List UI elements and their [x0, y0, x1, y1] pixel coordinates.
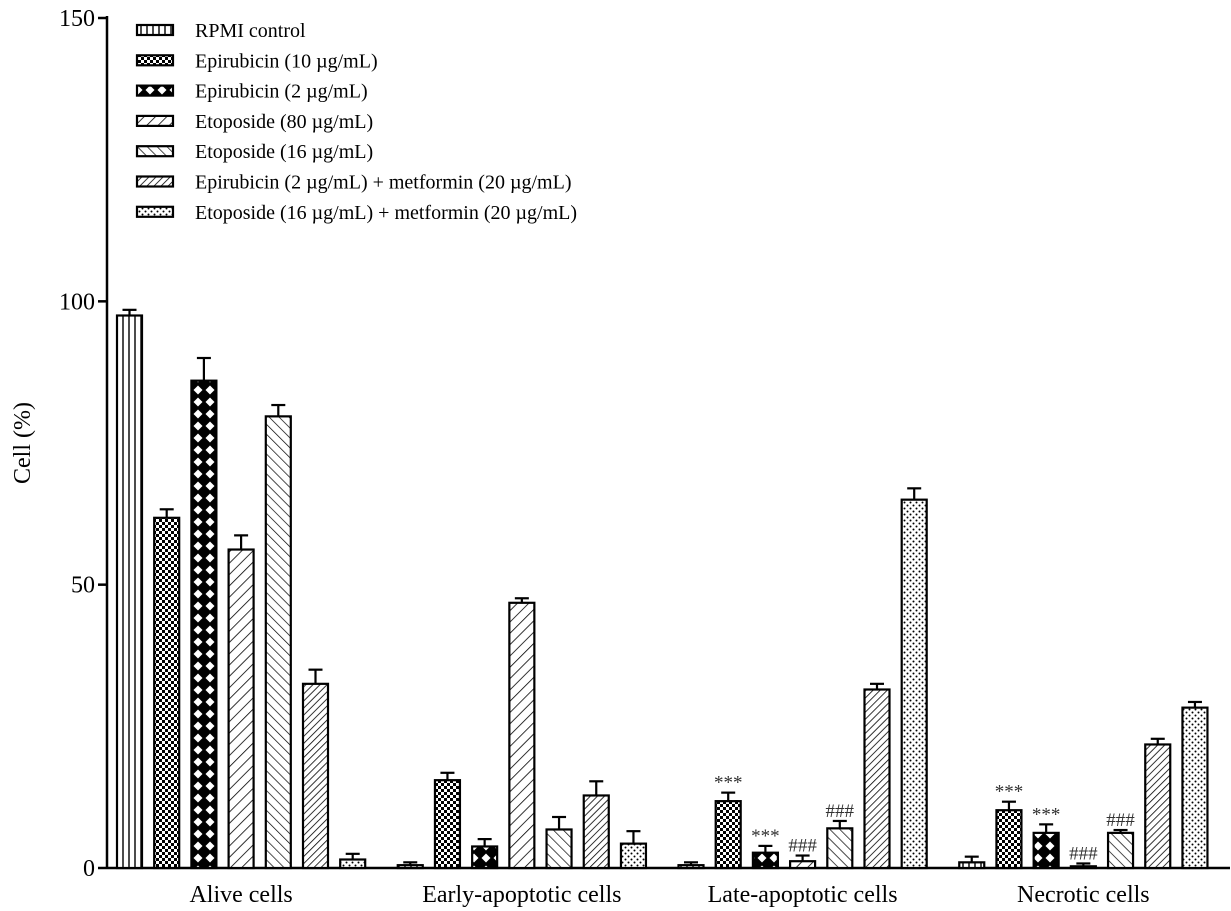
bar: [826, 827, 854, 870]
bar: [1106, 831, 1135, 870]
legend-label: Etoposide (16 µg/mL): [195, 141, 373, 163]
x-category-label: Early-apoptotic cells: [422, 882, 621, 908]
bar: [751, 851, 780, 870]
bar: [1069, 865, 1097, 870]
legend-swatch: [135, 54, 175, 67]
y-axis-title: Cell (%): [10, 402, 36, 484]
legend-label: Epirubicin (10 µg/mL): [195, 50, 378, 72]
bar: [619, 842, 648, 870]
bar: [508, 601, 536, 870]
legend: RPMI control Epirubicin (10 µg/mL) Epirubi…: [135, 20, 577, 224]
legend-label: RPMI control: [195, 20, 306, 42]
bar: [153, 516, 181, 870]
y-tick-label: 100: [59, 289, 95, 315]
y-tick-label: 50: [71, 573, 95, 599]
legend-label: Etoposide (16 µg/mL) + metformin (20 µg/…: [195, 202, 577, 224]
x-category-label: Alive cells: [189, 882, 292, 908]
bar: [958, 861, 986, 870]
significance-label: ***: [751, 826, 780, 847]
bar: [900, 498, 928, 870]
x-category-label: Late-apoptotic cells: [708, 882, 898, 908]
bar: [677, 864, 705, 870]
legend-swatch: [135, 114, 175, 128]
bar: [1032, 831, 1060, 870]
significance-label: ***: [714, 773, 743, 794]
bar: [264, 415, 292, 870]
legend-swatch: [135, 145, 175, 158]
legend-label: Epirubicin (2 µg/mL): [195, 81, 368, 103]
significance-label: ***: [1032, 804, 1061, 825]
legend-swatch: [135, 205, 175, 218]
bar: [788, 860, 817, 870]
legend-swatch: [135, 175, 175, 188]
bar: [339, 858, 367, 870]
bars: *** *** ### ### *** *** ### ###: [115, 308, 1209, 870]
bar: [1144, 743, 1172, 870]
axes: 0 50 100 150 Alive cells Early-apoptotic cell…: [59, 6, 1230, 908]
legend-swatch: [135, 84, 175, 97]
bar: [471, 845, 499, 870]
bar: [714, 800, 742, 870]
bar: [301, 682, 330, 870]
significance-label: ###: [826, 801, 855, 822]
bar: [1181, 706, 1209, 870]
legend-swatch: [135, 23, 175, 37]
significance-label: ***: [995, 782, 1024, 803]
bar: [995, 809, 1023, 870]
legend-label: Etoposide (80 µg/mL): [195, 111, 373, 133]
legend-label: Epirubicin (2 µg/mL) + metformin (20 µg/…: [195, 172, 571, 194]
bar: [433, 779, 462, 870]
y-tick-label: 150: [59, 6, 95, 32]
y-tick-label: 0: [83, 856, 95, 882]
significance-label: ###: [788, 836, 817, 857]
bar: [582, 794, 610, 870]
significance-label: ###: [1069, 843, 1098, 864]
x-category-label: Necrotic cells: [1017, 882, 1150, 908]
bar: [863, 688, 891, 870]
bar: [396, 864, 424, 870]
bar: [190, 379, 218, 870]
bar: [227, 548, 255, 870]
bar: [545, 828, 573, 870]
bar: [115, 314, 144, 870]
significance-label: ###: [1106, 810, 1135, 831]
